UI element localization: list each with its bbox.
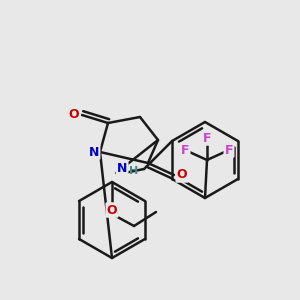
- Text: F: F: [203, 131, 211, 145]
- Text: O: O: [107, 203, 117, 217]
- Text: F: F: [181, 143, 189, 157]
- Text: F: F: [225, 143, 233, 157]
- Text: O: O: [177, 169, 187, 182]
- Text: H: H: [130, 166, 139, 176]
- Text: O: O: [69, 109, 79, 122]
- Text: N: N: [89, 146, 99, 158]
- Text: N: N: [117, 163, 127, 176]
